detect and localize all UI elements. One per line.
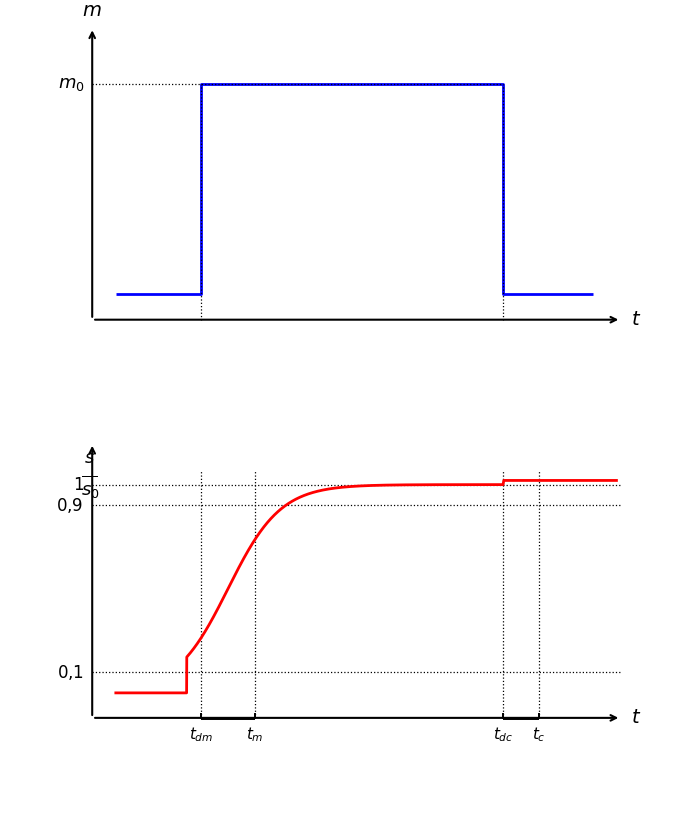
Text: $0{,}9$: $0{,}9$ <box>57 496 83 515</box>
Text: $t_{dc}$: $t_{dc}$ <box>493 725 513 744</box>
Text: $1$: $1$ <box>73 476 83 494</box>
Text: $t$: $t$ <box>631 310 641 330</box>
Text: $m_0$: $m_0$ <box>59 75 85 93</box>
Text: $s$: $s$ <box>84 448 96 466</box>
Text: $0{,}1$: $0{,}1$ <box>57 662 83 681</box>
Text: $t_{dm}$: $t_{dm}$ <box>188 725 213 744</box>
Text: $t_{m}$: $t_{m}$ <box>246 725 264 744</box>
Text: $t_{c}$: $t_{c}$ <box>532 725 545 744</box>
Text: $s_0$: $s_0$ <box>81 482 99 500</box>
Text: $t$: $t$ <box>631 708 641 727</box>
Text: $m$: $m$ <box>82 1 102 20</box>
Text: $\overline{\quad}$: $\overline{\quad}$ <box>81 466 98 481</box>
